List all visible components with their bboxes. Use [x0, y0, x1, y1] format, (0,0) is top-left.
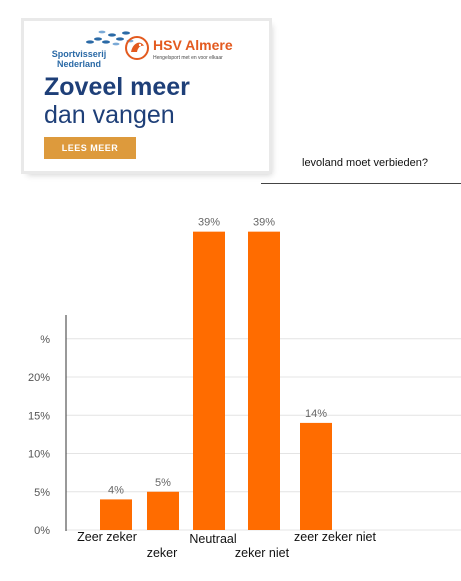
sportvisserij-logo-text: Sportvisserij Nederland — [51, 49, 107, 69]
data-label: 39% — [253, 217, 275, 229]
hsv-almere-name: HSV Almere — [153, 37, 233, 53]
bar-chart: 0% 5% 10% 15% 20%% 4% Zeer zeker 5% zeker 39% Neut… — [0, 190, 461, 581]
data-label: 4% — [108, 484, 124, 496]
x-category-label: zeker — [147, 546, 178, 560]
x-category-label: Neutraal — [189, 532, 236, 546]
y-tick-label: 5% — [34, 487, 50, 499]
x-category-label: zeer zeker niet — [294, 530, 377, 544]
y-tick-label: 10% — [28, 449, 50, 461]
data-label: 39% — [198, 217, 220, 229]
bar-zeer-zeker — [100, 499, 132, 530]
data-label: 5% — [155, 477, 171, 489]
y-tick-label: 15% — [28, 410, 50, 422]
bar-zeker-niet — [248, 231, 280, 530]
y-tick-label: 0% — [34, 525, 50, 537]
bar-zeker — [147, 491, 179, 530]
hsv-almere-tagline: Hengelsport met en voor elkaar — [153, 55, 223, 61]
bar-neutraal — [193, 231, 225, 530]
data-label: 14% — [305, 408, 327, 420]
bar-zeer-zeker-niet — [300, 422, 332, 530]
hsv-emblem-icon — [125, 36, 149, 60]
lees-meer-button[interactable]: LEES MEER — [44, 137, 136, 159]
question-text: levoland moet verbieden? — [302, 157, 428, 169]
ad-subheadline: dan vangen — [44, 101, 175, 129]
x-category-label: zeker niet — [235, 546, 290, 560]
question-divider — [261, 183, 461, 184]
bar-chart-svg: 0% 5% 10% 15% 20%% 4% Zeer zeker 5% zeker 39% Neut… — [28, 217, 461, 560]
advertisement-banner[interactable]: Sportvisserij Nederland HSV Almere Henge… — [24, 21, 269, 171]
sportvisserij-logo: Sportvisserij Nederland — [44, 29, 134, 73]
hsv-almere-logo: HSV Almere Hengelsport met en voor elkaa… — [125, 34, 265, 68]
x-category-label: Zeer zeker — [77, 530, 137, 544]
y-tick-label: 20% — [28, 372, 50, 384]
ad-headline: Zoveel meer — [44, 73, 190, 101]
y-tick-label: % — [40, 334, 50, 346]
